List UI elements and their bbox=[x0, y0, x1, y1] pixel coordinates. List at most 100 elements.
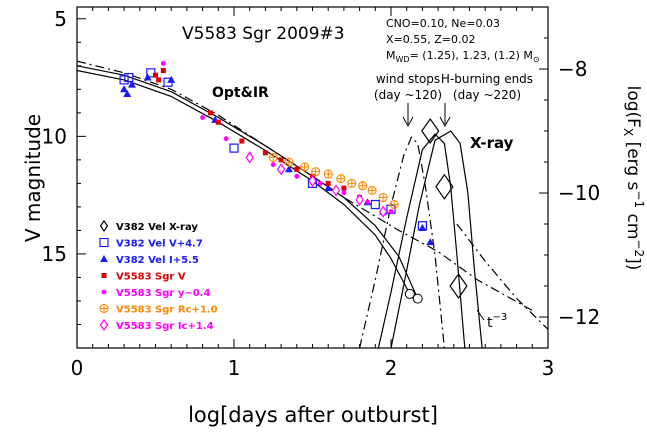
data-point bbox=[426, 238, 435, 246]
data-point bbox=[370, 199, 380, 210]
data-point bbox=[278, 157, 284, 163]
params-line3: MWD= (1.25), 1.23, (1.2) M⊙ bbox=[386, 49, 540, 64]
data-point bbox=[324, 184, 333, 192]
data-point bbox=[294, 166, 300, 172]
x-tick-label: 1 bbox=[228, 356, 241, 380]
legend-item: V382 Vel V+4.7 bbox=[99, 237, 203, 250]
data-point bbox=[378, 205, 388, 218]
powerlaw-label: t−3 bbox=[487, 312, 507, 331]
y-tick-label: 5 bbox=[54, 7, 67, 31]
legend-marker bbox=[101, 289, 107, 295]
data-point bbox=[229, 143, 239, 153]
legend-label: V5583 Sgr Ic+1.4 bbox=[116, 321, 214, 332]
legend-label: V5583 Sgr Rc+1.0 bbox=[116, 305, 218, 316]
data-point bbox=[435, 173, 454, 200]
legend-label: V382 Vel V+4.7 bbox=[116, 239, 203, 250]
data-point bbox=[123, 90, 132, 98]
xray-label: X-ray bbox=[470, 134, 514, 152]
data-point bbox=[367, 185, 377, 195]
data-point bbox=[156, 77, 162, 83]
xray-model-curve bbox=[390, 130, 483, 348]
optical-model-curve bbox=[77, 60, 533, 311]
data-point bbox=[262, 150, 268, 156]
y-tick-label: 15 bbox=[42, 242, 67, 266]
legend-item: V5583 Sgr Rc+1.0 bbox=[99, 303, 218, 316]
svg-text:log(FX [erg s−1 cm−2]): log(FX [erg s−1 cm−2]) bbox=[621, 86, 646, 271]
y2-axis-ticks: −8 −10 −12 bbox=[539, 6, 600, 349]
data-point bbox=[388, 209, 394, 215]
data-point bbox=[284, 165, 293, 173]
data-point bbox=[323, 169, 333, 179]
data-point bbox=[355, 193, 364, 206]
data-point bbox=[389, 199, 399, 210]
legend-item: V5583 Sgr Ic+1.4 bbox=[99, 318, 214, 332]
hburn-arrow bbox=[439, 103, 451, 128]
wind-stops-title: wind stops bbox=[376, 72, 440, 86]
x-axis-label: log[days after outburst] bbox=[188, 403, 438, 427]
legend-item: V5583 Sgr y−0.4 bbox=[101, 288, 210, 299]
x-tick-label: 0 bbox=[71, 356, 84, 380]
data-point bbox=[336, 174, 346, 184]
data-point bbox=[167, 75, 176, 83]
x-tick-label: 2 bbox=[385, 356, 398, 380]
powerlaw-tail-curve bbox=[456, 223, 548, 330]
params-line2: X=0.55, Z=0.02 bbox=[386, 33, 475, 46]
data-points bbox=[119, 61, 468, 300]
wind-stops-arrow bbox=[402, 103, 414, 128]
data-point bbox=[268, 152, 278, 163]
x-axis-ticks: 0 1 2 3 bbox=[71, 7, 555, 380]
legend-item: V382 Vel I+5.5 bbox=[100, 255, 199, 266]
data-point bbox=[239, 138, 245, 144]
legend-marker bbox=[101, 273, 107, 278]
data-point bbox=[311, 167, 321, 177]
legend: V382 Vel X-ray V382 Vel V+4.7 V382 Vel I+5… bbox=[99, 219, 218, 332]
legend-marker bbox=[99, 237, 109, 248]
data-point bbox=[308, 174, 317, 188]
data-point bbox=[127, 80, 136, 88]
data-point bbox=[325, 180, 331, 186]
y2-tick-label: −10 bbox=[558, 181, 600, 205]
data-point bbox=[294, 173, 300, 179]
xray-model-curve bbox=[377, 133, 466, 348]
legend-item: V5583 Sgr V bbox=[101, 272, 186, 283]
legend-label: V382 Vel I+5.5 bbox=[116, 255, 199, 266]
x-tick-label: 3 bbox=[542, 356, 555, 380]
optir-label: Opt&IR bbox=[212, 85, 269, 101]
data-point bbox=[341, 185, 347, 191]
data-point bbox=[215, 119, 221, 125]
data-point bbox=[270, 162, 276, 167]
data-point bbox=[378, 192, 388, 203]
data-point bbox=[341, 190, 347, 196]
data-point bbox=[153, 72, 158, 78]
data-point bbox=[300, 162, 310, 172]
data-point bbox=[421, 117, 440, 145]
data-point bbox=[120, 85, 129, 93]
legend-marker bbox=[99, 303, 109, 314]
data-point bbox=[160, 67, 166, 73]
data-point bbox=[200, 115, 206, 120]
y-tick-label: 10 bbox=[42, 124, 67, 148]
data-point bbox=[245, 151, 254, 164]
legend-item: V382 Vel X-ray bbox=[99, 219, 198, 233]
data-point bbox=[143, 73, 152, 81]
data-point bbox=[365, 199, 370, 205]
chart-title: V5583 Sgr 2009#3 bbox=[182, 24, 345, 44]
y2-tick-label: −8 bbox=[558, 57, 587, 81]
data-point bbox=[223, 136, 229, 142]
data-point bbox=[418, 224, 427, 232]
data-point bbox=[358, 181, 368, 191]
legend-marker bbox=[99, 219, 109, 233]
data-point bbox=[276, 163, 286, 176]
data-point bbox=[160, 61, 166, 66]
curve-end-marker bbox=[412, 293, 423, 304]
legend-marker bbox=[99, 318, 109, 332]
data-point bbox=[119, 75, 129, 85]
legend-label: V5583 Sgr y−0.4 bbox=[116, 288, 210, 299]
data-point bbox=[347, 178, 357, 188]
powerlaw-pointer bbox=[476, 309, 485, 321]
data-point bbox=[449, 272, 468, 300]
xray-model-curve bbox=[359, 136, 445, 348]
curve-end-marker bbox=[404, 288, 415, 299]
data-point bbox=[124, 72, 134, 83]
